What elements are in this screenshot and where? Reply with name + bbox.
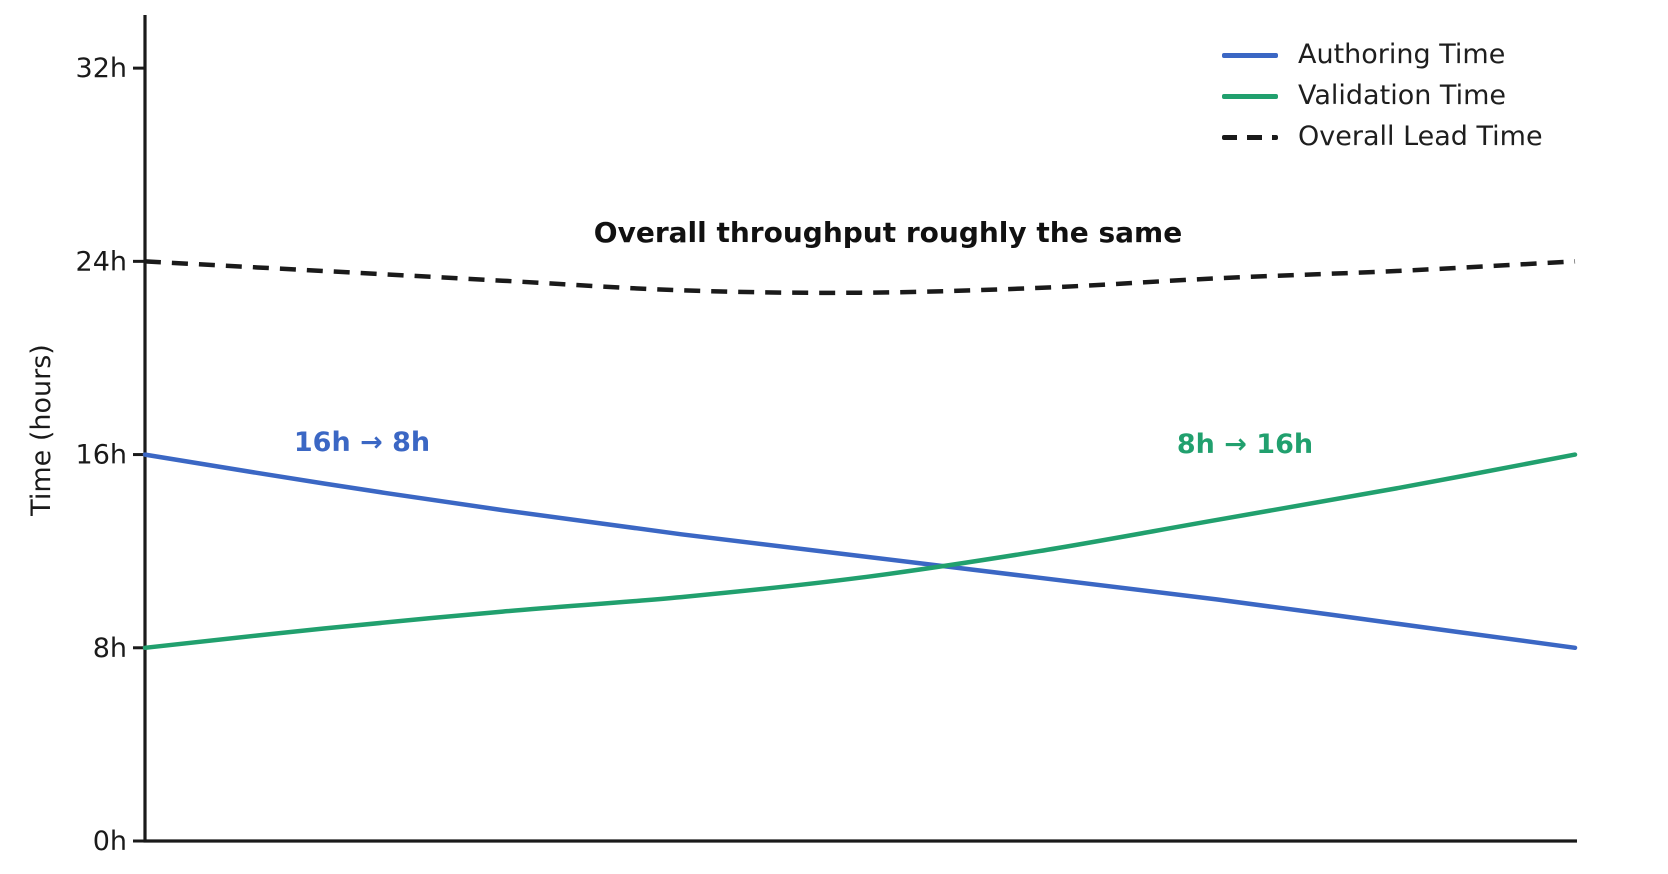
authoring-time-line [142,452,1578,651]
legend-label-validation-time: Validation Time [1298,80,1506,111]
legend-item-authoring-time: Authoring Time [1222,40,1543,70]
legend: Authoring Time Validation Time Overall L… [1222,40,1543,163]
y-axis-label: Time (hours) [26,344,57,516]
y-tick-label: 8h [93,633,127,664]
y-tick-label: 24h [76,246,127,277]
authoring-line-swatch [1222,52,1278,58]
validation-annotation: 8h → 16h [1176,429,1314,460]
chart-title-annotation: Overall throughput roughly the same [593,216,1183,249]
y-tick-label: 16h [76,440,127,471]
y-tick-label: 32h [76,53,127,84]
validation-time-line [142,452,1578,651]
legend-item-validation-time: Validation Time [1222,81,1543,111]
legend-item-overall-lead-time: Overall Lead Time [1222,122,1543,152]
legend-label-overall-lead-time: Overall Lead Time [1298,121,1543,152]
y-tick-label: 0h [93,826,127,857]
overall-lead-time-line [144,259,1576,296]
legend-label-authoring-time: Authoring Time [1298,39,1506,70]
authoring-annotation: 16h → 8h [293,427,431,458]
overall-lead-line-swatch [1222,134,1278,140]
validation-line-swatch [1222,93,1278,99]
